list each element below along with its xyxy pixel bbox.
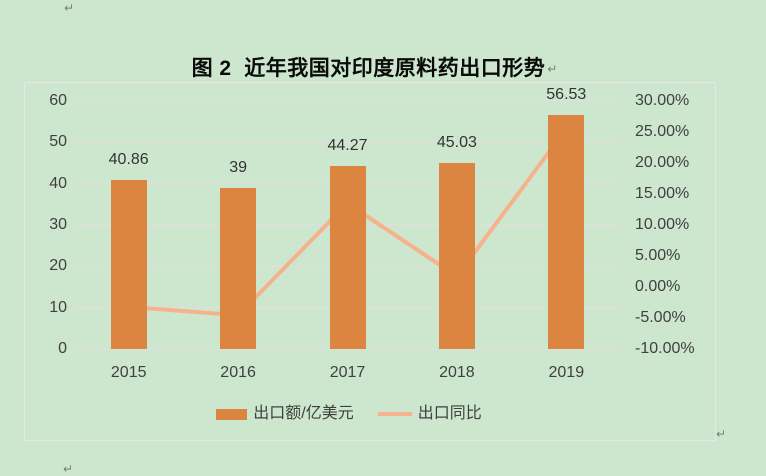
legend-entry: 出口额/亿美元 xyxy=(216,404,354,424)
chart-area[interactable]: 40.86 39 44.27 45.03 56.53 0 10 20 30 40 50 60 -10.0… xyxy=(24,82,716,441)
legend-entry: 出口同比 xyxy=(377,404,482,424)
bar-value-label: 40.86 xyxy=(108,151,149,169)
right-axis-tick: -10.00% xyxy=(635,340,695,357)
left-axis-tick: 10 xyxy=(49,298,67,316)
left-axis-tick: 40 xyxy=(49,174,67,192)
left-axis-tick: 0 xyxy=(58,340,67,357)
bar-2018 xyxy=(438,162,475,349)
right-axis-tick: 0.00% xyxy=(635,278,681,295)
x-axis-label-2018: 2018 xyxy=(439,364,475,381)
bar-2016 xyxy=(220,187,257,349)
right-axis-tick: 25.00% xyxy=(635,123,690,140)
x-axis-label-2019: 2019 xyxy=(548,364,585,381)
paragraph-mark: ↵ xyxy=(547,62,558,76)
right-axis-tick: 5.00% xyxy=(635,247,681,264)
x-axis-label-2015: 2015 xyxy=(110,364,147,381)
bar-2017 xyxy=(329,166,366,349)
paragraph-mark: ↵ xyxy=(716,427,727,441)
right-axis-tick: 15.00% xyxy=(635,185,690,202)
paragraph-mark: ↵ xyxy=(64,1,75,15)
legend-swatch-bar xyxy=(216,408,248,420)
left-axis-tick: 30 xyxy=(49,216,67,233)
right-axis-tick: 20.00% xyxy=(635,154,690,171)
right-axis-tick: 10.00% xyxy=(635,216,690,233)
bar-value-label: 56.53 xyxy=(546,86,587,104)
chart-title-row: 图 2 近年我国对印度原料药出口形势 ↵ xyxy=(24,34,716,82)
left-axis-tick: 20 xyxy=(49,257,67,275)
right-axis-tick: 30.00% xyxy=(635,92,690,109)
bar-2015 xyxy=(110,180,147,349)
legend-label: 出口同比 xyxy=(417,405,482,422)
bar-2019 xyxy=(548,115,585,349)
x-axis-label-2016: 2016 xyxy=(220,364,256,381)
legend-label: 出口额/亿美元 xyxy=(253,405,354,422)
bar-value-label: 45.03 xyxy=(436,133,477,151)
left-axis-tick: 50 xyxy=(49,133,67,151)
left-axis-tick: 60 xyxy=(49,92,67,109)
bar-value-label: 39 xyxy=(229,158,247,176)
chart-legend: 出口额/亿美元 出口同比 xyxy=(25,403,673,425)
legend-swatch-line xyxy=(377,412,412,416)
right-axis-tick: -5.00% xyxy=(635,309,686,326)
x-axis-label-2017: 2017 xyxy=(329,364,366,381)
paragraph-mark: ↵ xyxy=(63,462,74,476)
bar-value-label: 44.27 xyxy=(327,137,368,155)
chart-title: 图 2 近年我国对印度原料药出口形势 xyxy=(191,57,546,80)
